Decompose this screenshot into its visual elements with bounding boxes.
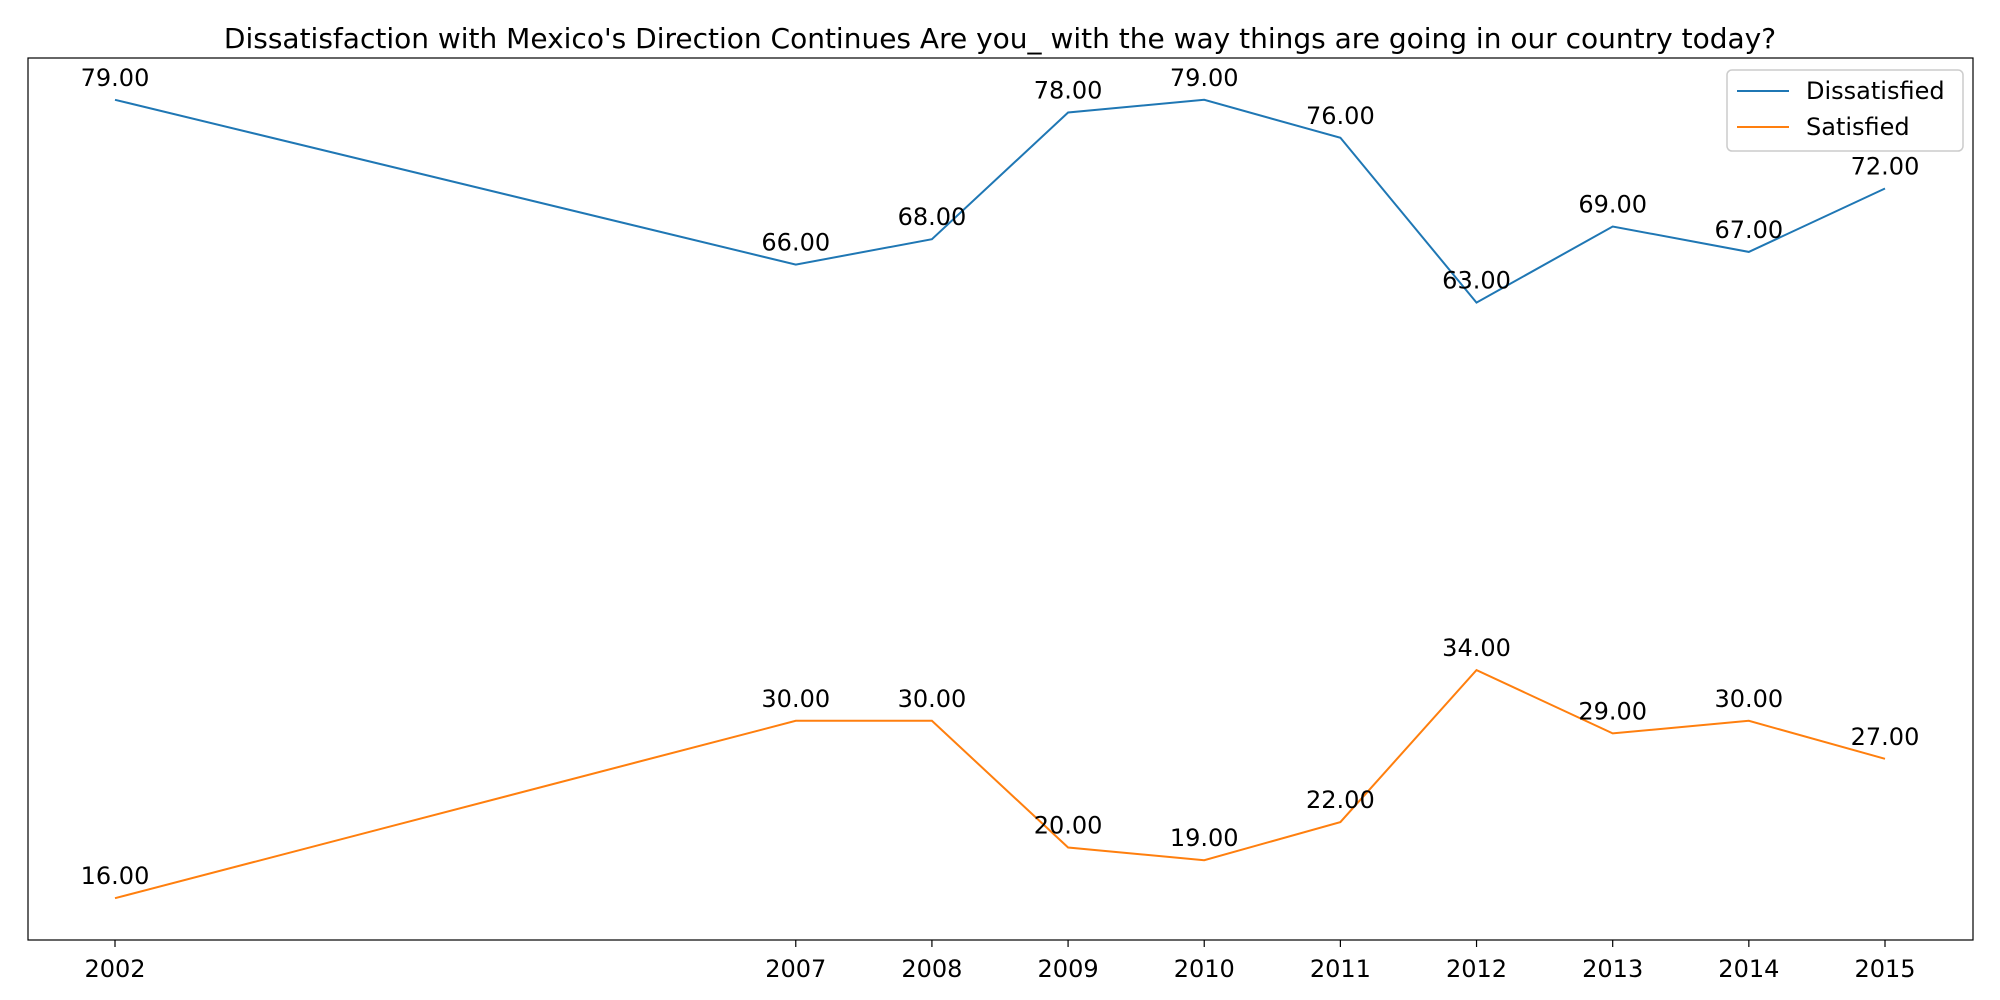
data-label: 72.00 bbox=[1851, 153, 1920, 181]
x-tick-label: 2008 bbox=[901, 955, 962, 983]
legend: Dissatisfied Satisfied bbox=[1726, 69, 1964, 152]
data-labels-layer: 79.00 66.00 68.00 78.00 79.00 76.00 63.00 69.00… bbox=[81, 64, 1920, 890]
data-label: 76.00 bbox=[1306, 102, 1375, 130]
x-tick-label: 2014 bbox=[1718, 955, 1779, 983]
legend-label: Satisfied bbox=[1806, 113, 1910, 141]
legend-label: Dissatisfied bbox=[1806, 77, 1945, 105]
series-line-dissatisfied bbox=[114, 98, 1886, 304]
data-label: 68.00 bbox=[898, 203, 967, 231]
x-tick-label: 2012 bbox=[1446, 955, 1507, 983]
x-tick-label: 2010 bbox=[1174, 955, 1235, 983]
data-label: 30.00 bbox=[761, 685, 830, 713]
data-label: 30.00 bbox=[1714, 685, 1783, 713]
data-label: 19.00 bbox=[1170, 824, 1239, 852]
data-label: 69.00 bbox=[1578, 191, 1647, 219]
data-label: 22.00 bbox=[1306, 786, 1375, 814]
data-label: 79.00 bbox=[1170, 64, 1239, 92]
chart-title: Dissatisfaction with Mexico's Direction … bbox=[224, 22, 1776, 55]
x-tick-label: 2011 bbox=[1310, 955, 1371, 983]
plot-area-frame bbox=[27, 57, 1974, 941]
x-tick-label: 2002 bbox=[84, 955, 145, 983]
series-line-satisfied bbox=[114, 668, 1886, 900]
data-label: 30.00 bbox=[898, 685, 967, 713]
x-tick-label: 2015 bbox=[1854, 955, 1915, 983]
data-label: 29.00 bbox=[1578, 697, 1647, 725]
data-label: 20.00 bbox=[1034, 811, 1103, 839]
data-label: 66.00 bbox=[761, 229, 830, 257]
series-layer bbox=[114, 98, 1886, 900]
data-label: 67.00 bbox=[1714, 216, 1783, 244]
data-label: 79.00 bbox=[81, 64, 150, 92]
data-label: 16.00 bbox=[81, 862, 150, 890]
data-label: 78.00 bbox=[1034, 76, 1103, 104]
x-tick-label: 2007 bbox=[765, 955, 826, 983]
data-label: 34.00 bbox=[1442, 634, 1511, 662]
x-axis: 2002 2007 2008 2009 2010 2011 2012 2013 2014 2015 bbox=[84, 940, 1916, 983]
data-label: 63.00 bbox=[1442, 267, 1511, 295]
x-tick-label: 2013 bbox=[1582, 955, 1643, 983]
data-label: 27.00 bbox=[1851, 723, 1920, 751]
x-tick-label: 2009 bbox=[1038, 955, 1099, 983]
